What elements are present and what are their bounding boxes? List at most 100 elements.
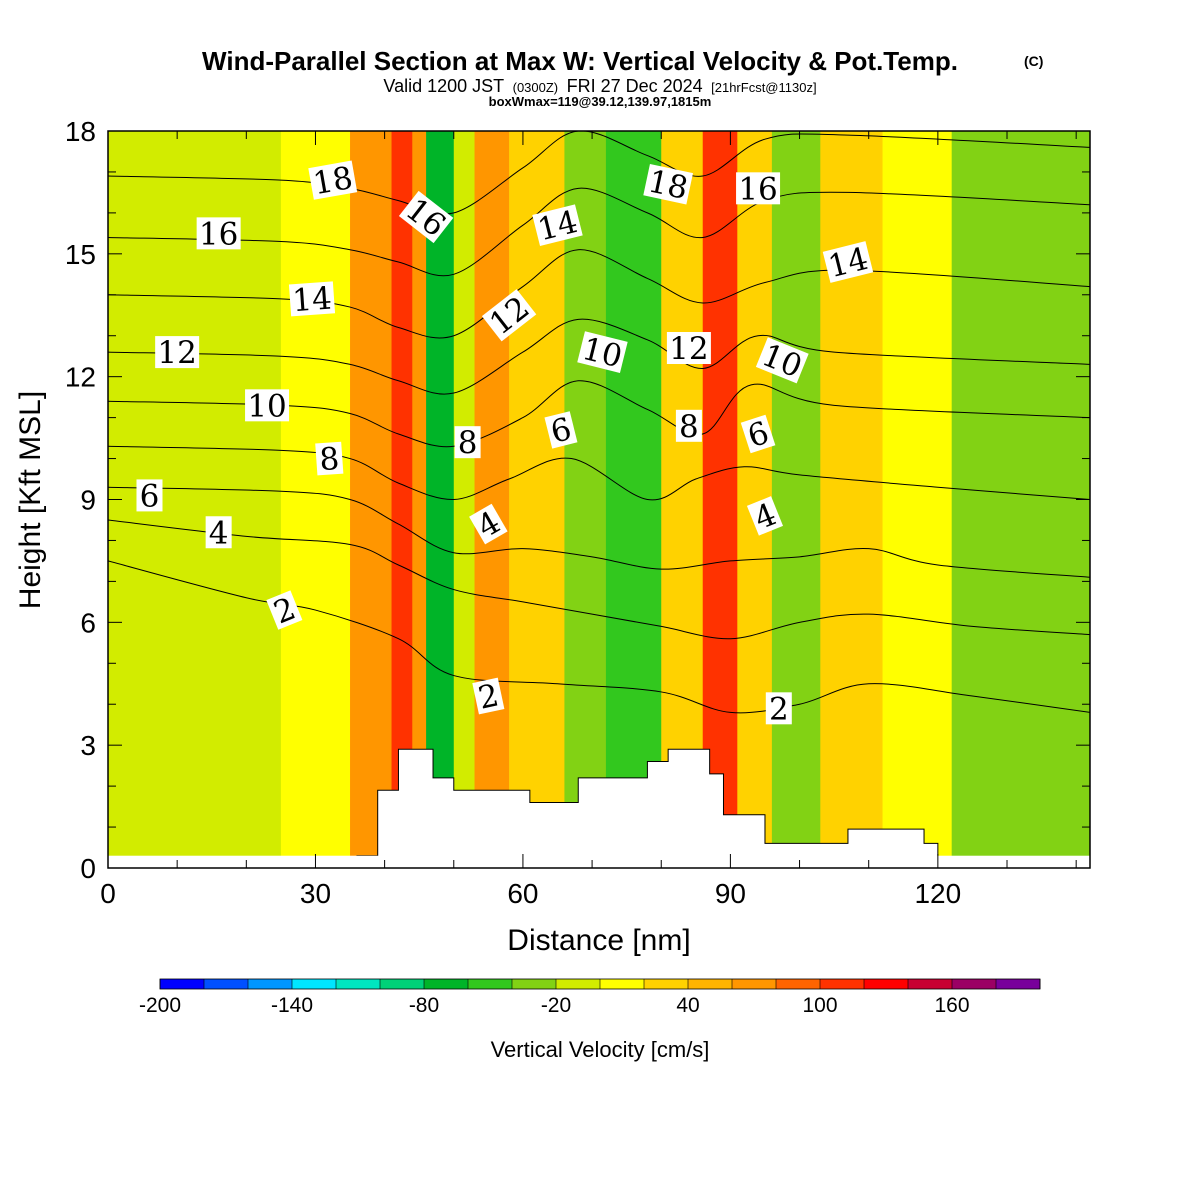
velocity-band-4 bbox=[412, 131, 427, 868]
y-tick-label: 3 bbox=[80, 730, 96, 761]
contour-label-text: 12 bbox=[669, 331, 708, 367]
theta-contour-12 bbox=[108, 318, 1090, 395]
contour-label-box bbox=[746, 496, 784, 536]
colorbar-frame bbox=[159, 978, 1041, 990]
velocity-band-1 bbox=[280, 131, 351, 868]
contour-label-box bbox=[266, 590, 303, 630]
colorbar-tick-label: -20 bbox=[541, 994, 571, 1017]
contour-label-text: 6 bbox=[140, 478, 160, 514]
velocity-band-11 bbox=[661, 131, 704, 868]
contour-label-15: 4 bbox=[469, 503, 508, 545]
contour-label-box bbox=[675, 409, 702, 442]
colorbar-tick-label: -140 bbox=[271, 994, 313, 1017]
contour-label-text: 12 bbox=[157, 335, 196, 371]
theta-contour-4 bbox=[108, 519, 1090, 640]
colorbar-swatch-4 bbox=[336, 979, 381, 989]
chart-title: Wind-Parallel Section at Max W: Vertical… bbox=[202, 46, 958, 76]
colorbar-swatch-2 bbox=[248, 979, 293, 989]
contour-label-text: 8 bbox=[679, 409, 699, 445]
colorbar-tick-label: -200 bbox=[139, 994, 181, 1017]
contour-label-box bbox=[532, 204, 583, 247]
contour-label-1: 16 bbox=[196, 216, 241, 252]
colorbar-tick-label: 160 bbox=[934, 994, 969, 1017]
colorbar-swatch-12 bbox=[688, 979, 733, 989]
contour-label-21: 8 bbox=[675, 409, 702, 445]
contour-label-2: 14 bbox=[288, 281, 336, 320]
colorbar-swatch-7 bbox=[468, 979, 513, 989]
contour-label-16: 2 bbox=[472, 677, 505, 717]
contour-label-box bbox=[472, 677, 505, 715]
contour-label-box bbox=[205, 516, 232, 549]
x-tick-label: 90 bbox=[715, 878, 746, 909]
colorbar-label: Vertical Velocity [cm/s] bbox=[491, 1037, 710, 1062]
colorbar-swatch-1 bbox=[204, 979, 249, 989]
colorbar-swatch-5 bbox=[380, 979, 425, 989]
x-axis-title: Distance [nm] bbox=[507, 924, 690, 957]
contour-label-box bbox=[245, 389, 290, 422]
y-tick-label: 18 bbox=[65, 116, 96, 147]
contour-label-box bbox=[481, 289, 537, 342]
contour-label-18: 16 bbox=[736, 171, 781, 207]
colorbar-tick-label: 100 bbox=[802, 994, 837, 1017]
x-tick-label: 0 bbox=[100, 878, 116, 909]
theta-contour-10 bbox=[108, 380, 1090, 448]
colorbar-swatch-18 bbox=[952, 979, 997, 989]
y-tick-label: 9 bbox=[80, 485, 96, 516]
contour-label-6: 6 bbox=[136, 478, 163, 514]
contour-label-text: 18 bbox=[310, 160, 355, 202]
contour-label-box bbox=[136, 479, 163, 512]
contour-label-19: 12 bbox=[666, 331, 711, 367]
contour-label-box bbox=[740, 414, 776, 454]
subtitle-forecast-info: [21hrFcst@1130z] bbox=[711, 80, 816, 95]
colorbar-swatch-13 bbox=[732, 979, 777, 989]
contour-label-text: 18 bbox=[645, 163, 691, 206]
contour-label-box bbox=[288, 281, 336, 317]
velocity-band-7 bbox=[474, 131, 510, 868]
y-tick-label: 12 bbox=[65, 362, 96, 393]
velocity-band-9 bbox=[564, 131, 607, 868]
contour-label-25: 2 bbox=[765, 691, 792, 727]
x-tick-label: 120 bbox=[914, 878, 961, 909]
x-tick-label: 30 bbox=[300, 878, 331, 909]
contour-label-box bbox=[196, 217, 241, 250]
contour-label-text: 8 bbox=[318, 441, 340, 478]
contour-label-4: 10 bbox=[245, 388, 290, 424]
velocity-band-2 bbox=[350, 131, 393, 868]
contour-label-17: 18 bbox=[643, 163, 694, 207]
chart-title-mark: (C) bbox=[1024, 53, 1043, 69]
colorbar-swatch-6 bbox=[424, 979, 469, 989]
y-axis-title: Height [Kft MSL] bbox=[14, 391, 47, 609]
x-tick-label: 60 bbox=[507, 878, 538, 909]
contour-label-box bbox=[469, 503, 508, 545]
contour-label-3: 12 bbox=[155, 335, 200, 371]
contour-label-box bbox=[755, 337, 809, 384]
colorbar-swatch-3 bbox=[292, 979, 337, 989]
velocity-band-8 bbox=[509, 131, 565, 868]
velocity-band-17 bbox=[951, 131, 1090, 868]
contour-label-text: 14 bbox=[291, 281, 333, 320]
colorbar-swatch-14 bbox=[776, 979, 821, 989]
colorbar-swatch-15 bbox=[820, 979, 865, 989]
theta-contour-2 bbox=[108, 560, 1090, 714]
colorbar: -200 -140 -80 -20 40 100 160 bbox=[139, 978, 1041, 1017]
velocity-band-0 bbox=[108, 131, 282, 868]
ground-strip bbox=[108, 855, 1090, 868]
contour-label-text: 10 bbox=[247, 388, 286, 424]
contour-label-text: 8 bbox=[458, 425, 478, 461]
y-tick-label: 15 bbox=[65, 239, 96, 270]
subtitle-date: FRI 27 Dec 2024 bbox=[567, 76, 703, 96]
contour-label-box bbox=[155, 336, 200, 369]
contour-label-10: 14 bbox=[532, 204, 583, 248]
subtitle-utc-time: (0300Z) bbox=[513, 80, 559, 95]
contour-label-box bbox=[765, 692, 792, 725]
contour-label-text: 16 bbox=[199, 216, 238, 252]
chart-subtitle: Valid 1200 JST (0300Z) FRI 27 Dec 2024 [… bbox=[383, 76, 816, 96]
contour-label-text: 2 bbox=[769, 691, 789, 727]
y-tick-label: 0 bbox=[80, 853, 96, 884]
velocity-band-14 bbox=[771, 131, 821, 868]
colorbar-swatch-10 bbox=[600, 979, 645, 989]
velocity-band-15 bbox=[820, 131, 884, 868]
colorbar-swatch-17 bbox=[908, 979, 953, 989]
velocity-band-12 bbox=[702, 131, 738, 868]
